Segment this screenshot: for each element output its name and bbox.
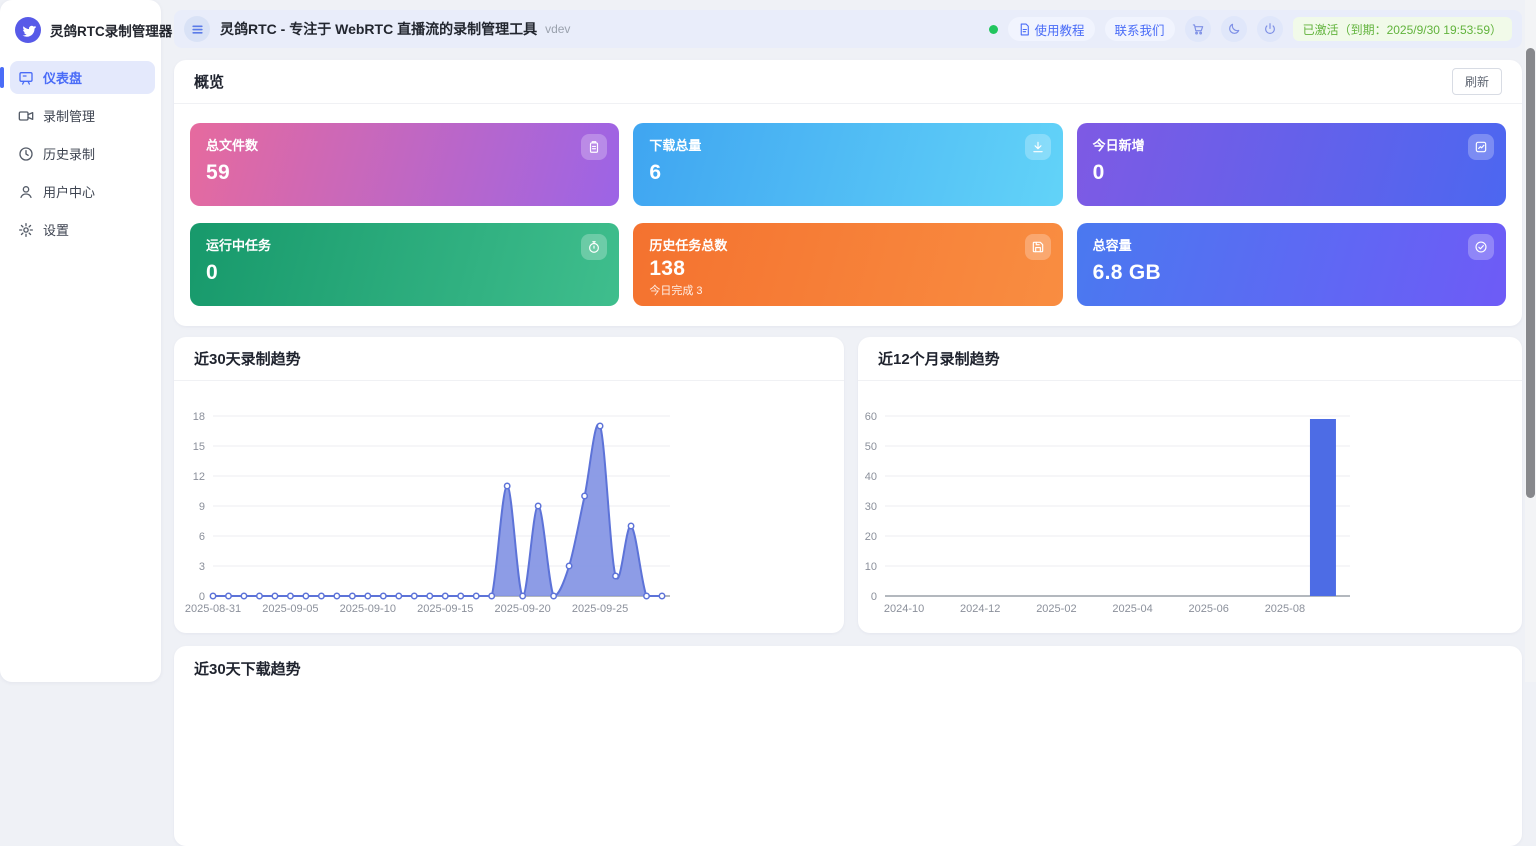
stat-card-total-files: 总文件数 59 xyxy=(190,123,620,206)
power-button[interactable] xyxy=(1256,16,1283,42)
hamburger-menu-button[interactable] xyxy=(184,16,210,42)
download-icon xyxy=(1024,134,1051,160)
svg-text:2024-10: 2024-10 xyxy=(884,603,924,615)
svg-text:2025-09-05: 2025-09-05 xyxy=(262,603,318,615)
svg-text:2025-08: 2025-08 xyxy=(1265,603,1305,615)
recording-trend-12m-chart: 0 10 20 30 40 50 60 2024-10 2024-12 2025-02 2025-0… xyxy=(865,411,1350,615)
sidebar-item-label: 仪表盘 xyxy=(43,71,83,86)
version-tag: vdev xyxy=(545,22,571,36)
recording-trend-30d-chart: 0 3 6 9 12 15 18 2025-08-31 2025-09-05 2025-09-10… xyxy=(185,411,670,615)
refresh-button[interactable]: 刷新 xyxy=(1451,68,1502,95)
vertical-scrollbar-track xyxy=(1525,0,1536,682)
stat-subtitle: 今日完成 3 xyxy=(649,285,703,297)
trend-icon xyxy=(1468,134,1494,160)
svg-text:3: 3 xyxy=(199,561,205,573)
recording-trend-12m-panel: 近12个月录制趋势 0 10 20 30 40 50 60 2024-10 2024-12 202… xyxy=(858,337,1522,633)
svg-text:50: 50 xyxy=(865,441,877,453)
svg-text:2025-08-31: 2025-08-31 xyxy=(185,603,241,615)
svg-text:2024-12: 2024-12 xyxy=(960,603,1000,615)
svg-text:0: 0 xyxy=(871,591,877,603)
stat-grid: 总文件数 59 下载总量 6 今日新增 0 运行中任务 0 xyxy=(174,104,1522,325)
stat-card-total-downloads: 下载总量 6 xyxy=(633,123,1063,206)
overview-panel: 概览 刷新 总文件数 59 下载总量 6 今日新增 0 运行中任务 0 xyxy=(174,60,1522,326)
svg-text:15: 15 xyxy=(193,441,205,453)
top-bar-actions: 使用教程 联系我们 已激活（到期：2025/9/30 19:53:59） xyxy=(988,16,1512,42)
user-icon xyxy=(18,184,34,200)
timer-icon xyxy=(581,234,608,260)
moon-icon xyxy=(1228,23,1239,34)
clock-icon xyxy=(18,146,34,162)
status-dot xyxy=(988,24,998,34)
svg-text:2025-04: 2025-04 xyxy=(1112,603,1152,615)
svg-text:2025-09-15: 2025-09-15 xyxy=(417,603,473,615)
tutorial-link[interactable]: 使用教程 xyxy=(1007,17,1095,41)
sidebar-item-label: 设置 xyxy=(43,223,70,238)
brand: 灵鸽RTC录制管理器 xyxy=(0,0,172,61)
vertical-scrollbar-thumb[interactable] xyxy=(1526,48,1535,498)
stat-value: 59 xyxy=(206,161,230,184)
stat-card-running-tasks: 运行中任务 0 xyxy=(190,223,620,306)
sidebar-item-history[interactable]: 历史录制 xyxy=(10,137,155,170)
top-bar: 灵鸽RTC - 专注于 WebRTC 直播流的录制管理工具 vdev 使用教程 … xyxy=(174,10,1522,48)
svg-text:18: 18 xyxy=(193,411,205,423)
svg-text:10: 10 xyxy=(865,561,877,573)
chart-title: 近30天录制趋势 xyxy=(194,351,301,368)
download-trend-30d-panel: 近30天下载趋势 xyxy=(174,646,1522,846)
sidebar-nav: 仪表盘 录制管理 历史录制 用户中心 设置 xyxy=(0,61,161,246)
svg-text:20: 20 xyxy=(865,531,877,543)
stat-value: 6.8 GB xyxy=(1092,261,1161,284)
contact-link[interactable]: 联系我们 xyxy=(1104,17,1175,41)
clipboard-icon xyxy=(581,134,608,160)
stat-value: 0 xyxy=(1092,161,1105,184)
svg-text:2025-06: 2025-06 xyxy=(1189,603,1229,615)
power-icon xyxy=(1264,23,1275,34)
recording-trend-30d-panel: 近30天录制趋势 0 3 6 9 12 15 18 2025-08-31 2025-09-05 2… xyxy=(174,337,844,633)
svg-text:0: 0 xyxy=(199,591,205,603)
sidebar-item-settings[interactable]: 设置 xyxy=(10,213,155,246)
overview-title: 概览 xyxy=(194,74,225,91)
sidebar-item-label: 用户中心 xyxy=(43,185,96,200)
page-title: 灵鸽RTC - 专注于 WebRTC 直播流的录制管理工具 xyxy=(220,21,538,37)
cart-button[interactable] xyxy=(1184,16,1211,42)
sidebar: 灵鸽RTC录制管理器 仪表盘 录制管理 历史录制 用户中心 xyxy=(0,0,172,682)
sidebar-item-label: 录制管理 xyxy=(43,109,96,124)
app-logo-bird-icon xyxy=(15,17,41,43)
stat-card-total-size: 总容量 6.8 GB xyxy=(1076,223,1506,306)
chart-title: 近30天下载趋势 xyxy=(194,660,301,678)
sidebar-item-dashboard[interactable]: 仪表盘 xyxy=(0,61,155,94)
cart-icon xyxy=(1192,24,1203,35)
svg-text:2025-09-10: 2025-09-10 xyxy=(340,603,396,615)
svg-text:2025-09-20: 2025-09-20 xyxy=(495,603,551,615)
document-icon xyxy=(1020,23,1029,35)
svg-text:30: 30 xyxy=(865,501,877,513)
chart-title: 近12个月录制趋势 xyxy=(878,351,1000,368)
dashboard-icon xyxy=(18,70,34,86)
svg-text:60: 60 xyxy=(865,411,877,423)
svg-text:9: 9 xyxy=(199,501,205,513)
activation-status-badge: 已激活（到期：2025/9/30 19:53:59） xyxy=(1292,17,1512,41)
stat-card-history-tasks: 历史任务总数 138 今日完成 3 xyxy=(633,223,1063,306)
check-circle-icon xyxy=(1468,234,1494,260)
stat-value: 138 xyxy=(649,257,686,280)
gear-icon xyxy=(18,222,34,238)
video-icon xyxy=(18,108,34,124)
sidebar-item-label: 历史录制 xyxy=(43,147,96,162)
stat-value: 6 xyxy=(649,161,662,184)
theme-toggle-button[interactable] xyxy=(1220,16,1247,42)
svg-text:12: 12 xyxy=(193,471,205,483)
svg-text:6: 6 xyxy=(199,531,205,543)
sidebar-item-user-center[interactable]: 用户中心 xyxy=(10,175,155,208)
stat-value: 0 xyxy=(206,261,218,284)
svg-text:2025-02: 2025-02 xyxy=(1036,603,1076,615)
stat-card-new-today: 今日新增 0 xyxy=(1076,123,1506,206)
svg-text:40: 40 xyxy=(865,471,877,483)
svg-text:2025-09-25: 2025-09-25 xyxy=(572,603,628,615)
save-icon xyxy=(1024,234,1051,260)
sidebar-item-recordings[interactable]: 录制管理 xyxy=(10,99,155,132)
app-name: 灵鸽RTC录制管理器 xyxy=(50,24,173,39)
